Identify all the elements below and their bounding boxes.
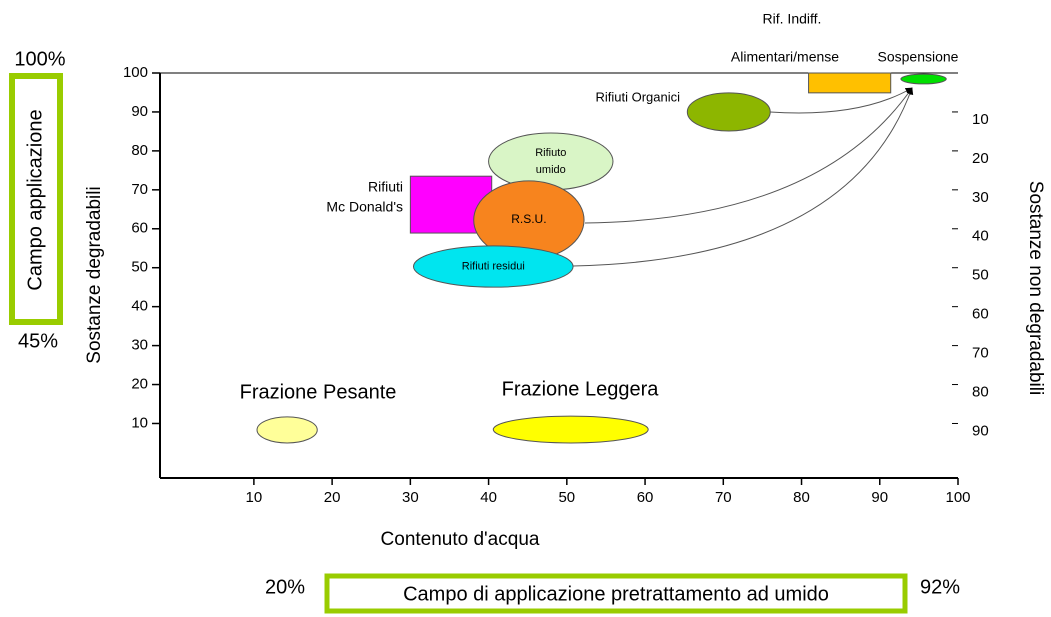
- y-tick-label: 20: [131, 376, 148, 393]
- x-tick-label: 90: [871, 489, 888, 506]
- y-tick-label: 90: [131, 103, 148, 120]
- region-ellipse: [412, 245, 574, 288]
- annotation: 100%: [14, 48, 65, 70]
- x-tick-label: 70: [715, 489, 732, 506]
- x-tick-label: 100: [945, 489, 970, 506]
- x-tick-label: 50: [558, 489, 575, 506]
- region-label: Rifiuti: [368, 179, 403, 195]
- y-tick-label: 10: [131, 414, 148, 431]
- x-tick-label: 30: [402, 489, 419, 506]
- x-tick-label: 60: [637, 489, 654, 506]
- region-label: Frazione Pesante: [240, 381, 397, 403]
- region-label: Rifiuti residui: [462, 260, 525, 272]
- y-tick-label: 30: [131, 337, 148, 354]
- arrows: [572, 87, 914, 267]
- region-label: umido: [536, 164, 566, 176]
- x-tick-label: 40: [480, 489, 497, 506]
- x-tick-label: 80: [793, 489, 810, 506]
- y2-tick-label: 10: [972, 111, 989, 128]
- annotation-box: [9, 73, 63, 325]
- y-tick-label: 70: [131, 181, 148, 198]
- x-tick-label: 20: [324, 489, 341, 506]
- y-tick-label: 80: [131, 142, 148, 159]
- region-ellipse: [686, 92, 771, 132]
- region-ellipse: [900, 73, 947, 85]
- region-label: R.S.U.: [511, 212, 546, 226]
- y-tick-label: 60: [131, 220, 148, 237]
- region-label: Rifiuto: [535, 147, 566, 159]
- region-label: Rif. Indiff.: [763, 11, 822, 27]
- region-rect: [808, 72, 892, 94]
- region-ellipse: [488, 132, 614, 191]
- y2-tick-label: 40: [972, 228, 989, 245]
- region-label: Alimentari/mense: [731, 49, 839, 65]
- y-axis-label: Sostanze degradabili: [84, 186, 105, 363]
- y2-tick-label: 20: [972, 150, 989, 167]
- annotation: 92%: [920, 576, 960, 598]
- y-tick-label: 40: [131, 298, 148, 315]
- y2-tick-label: 80: [972, 384, 989, 401]
- y2-axis-label: Sostanze non degradabili: [1025, 181, 1046, 395]
- region-label: Sospensione: [878, 49, 959, 65]
- annotation: Campo di applicazione pretrattamento ad …: [403, 583, 829, 605]
- y-tick-label: 50: [131, 259, 148, 276]
- region-label: Rifiuti Organici: [595, 89, 680, 104]
- region-label: Mc Donald's: [326, 199, 403, 215]
- region-ellipse: [492, 415, 649, 444]
- y-tick-label: 100: [123, 64, 148, 81]
- annotation: Campo applicazione: [24, 109, 46, 290]
- region-label: Frazione Leggera: [502, 378, 660, 400]
- y2-tick-label: 70: [972, 345, 989, 362]
- region-ellipse: [256, 416, 318, 444]
- y2-tick-label: 50: [972, 267, 989, 284]
- annotation: 45%: [18, 330, 58, 352]
- y2-tick-label: 90: [972, 422, 989, 439]
- y2-tick-label: 60: [972, 306, 989, 323]
- annotation: 20%: [265, 576, 305, 598]
- x-axis-label: Contenuto d'acqua: [381, 529, 540, 550]
- y2-tick-label: 30: [972, 189, 989, 206]
- x-tick-label: 10: [246, 489, 263, 506]
- annotation-box: [324, 573, 908, 614]
